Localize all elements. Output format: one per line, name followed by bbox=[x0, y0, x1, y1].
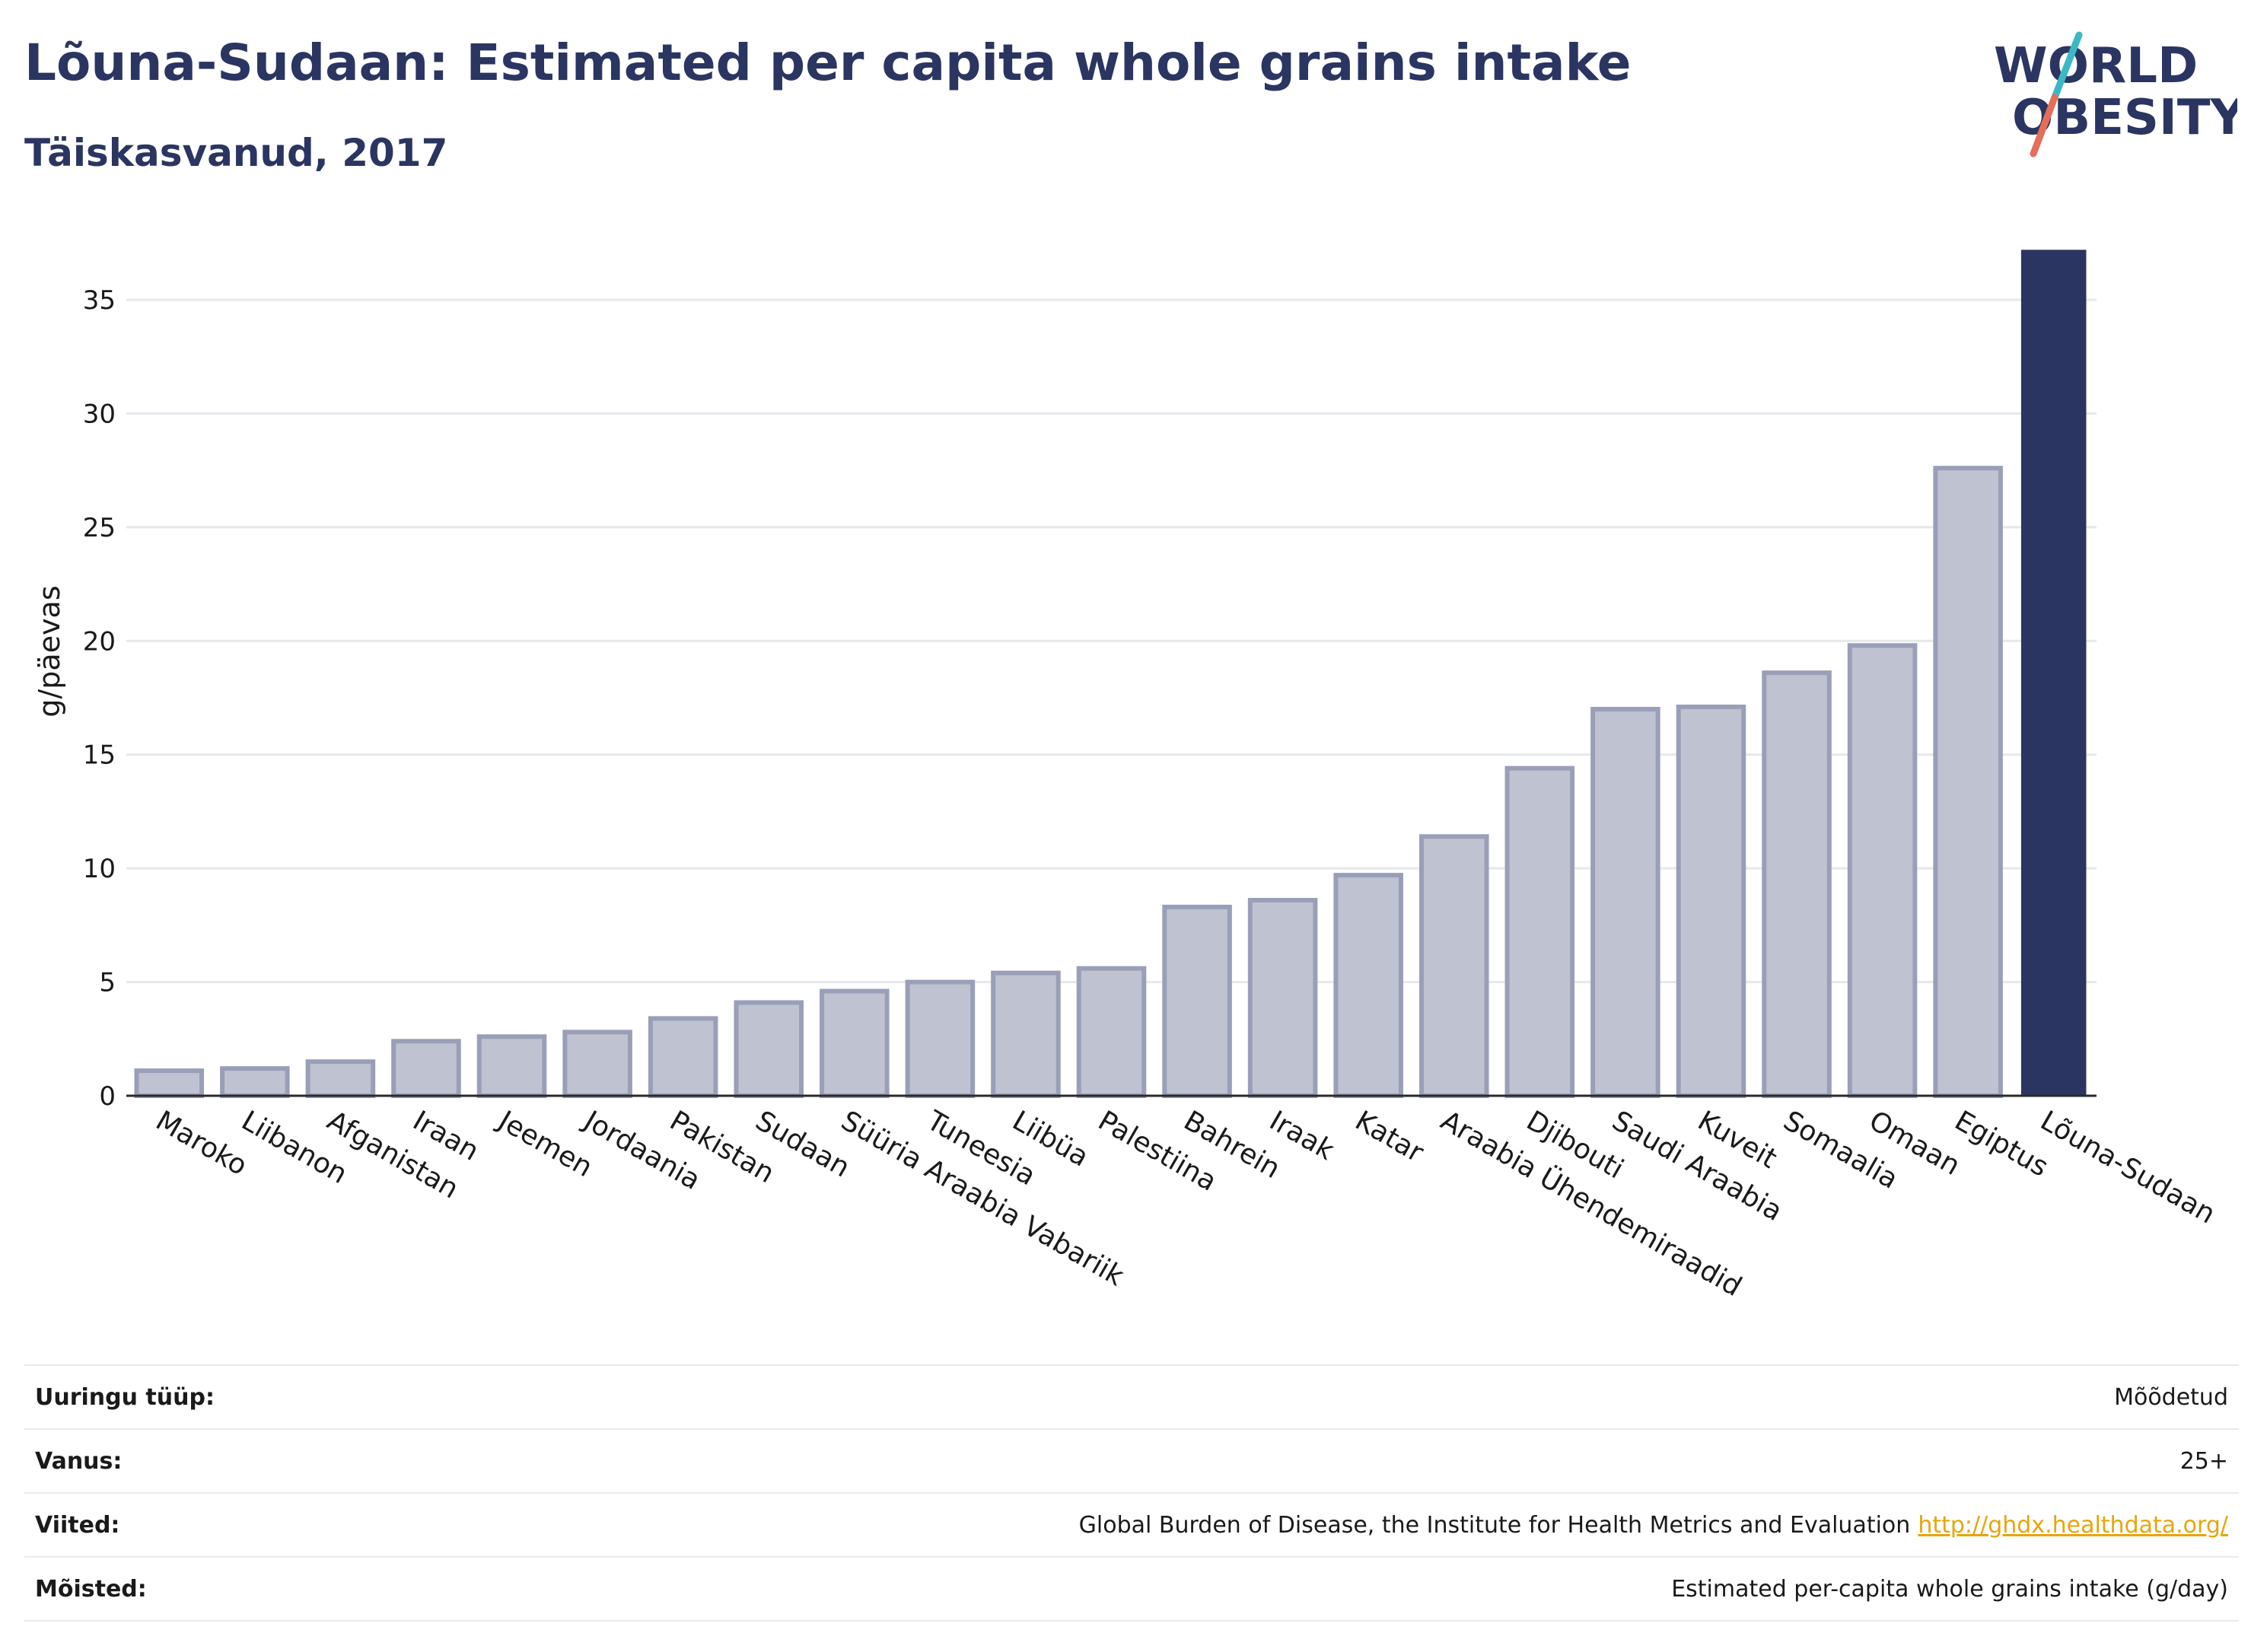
info-label: Uuringu tüüp: bbox=[35, 1383, 215, 1411]
bar-djibouti[interactable] bbox=[1504, 766, 1575, 1098]
bar-maroko[interactable] bbox=[134, 1068, 205, 1099]
y-tick-label: 20 bbox=[83, 626, 116, 657]
logo-line1: WORLD bbox=[1994, 38, 2198, 94]
info-table: Uuringu tüüp: Mõõdetud Vanus: 25+ Viited… bbox=[24, 1364, 2239, 1622]
logo-slash-teal bbox=[2051, 31, 2083, 101]
bar-chart: 0 5 10 15 20 25 30 35 MarokoLiibanonAfganistanI… bbox=[33, 250, 2221, 1303]
bar-liibanon[interactable] bbox=[220, 1066, 290, 1098]
y-axis-label: g/päevas bbox=[33, 585, 66, 717]
bar-saudi-araabia[interactable] bbox=[1590, 706, 1660, 1098]
info-label: Vanus: bbox=[35, 1447, 123, 1475]
bar-egiptus[interactable] bbox=[1933, 466, 2003, 1098]
y-axis-ticks: 0 5 10 15 20 25 30 35 bbox=[83, 285, 116, 1112]
world-obesity-logo: WORLD OBESITY bbox=[1994, 31, 2237, 158]
x-tick-label: Lõuna-Sudaan bbox=[2035, 1105, 2221, 1230]
y-tick-label: 25 bbox=[83, 513, 116, 543]
chart-title: Lõuna-Sudaan: Estimated per capita whole… bbox=[24, 33, 1632, 92]
info-label: Mõisted: bbox=[35, 1575, 147, 1603]
info-value: 25+ bbox=[2179, 1447, 2228, 1475]
info-value: Estimated per-capita whole grains intake… bbox=[1671, 1575, 2228, 1603]
y-tick-label: 0 bbox=[99, 1081, 116, 1112]
x-tick-label: Katar bbox=[1350, 1105, 1429, 1169]
y-tick-label: 5 bbox=[99, 968, 116, 998]
bar-jordaania[interactable] bbox=[562, 1030, 632, 1098]
reference-text: Global Burden of Disease, the Institute … bbox=[1078, 1511, 1911, 1539]
info-row-survey-type: Uuringu tüüp: Mõõdetud bbox=[24, 1364, 2239, 1428]
bars bbox=[134, 250, 2087, 1099]
bar-afganistan[interactable] bbox=[305, 1059, 376, 1098]
info-row-age: Vanus: 25+ bbox=[24, 1428, 2239, 1492]
bar-kuveit[interactable] bbox=[1676, 704, 1746, 1098]
info-label: Viited: bbox=[35, 1511, 120, 1539]
bar-iraak[interactable] bbox=[1247, 897, 1318, 1099]
y-tick-label: 30 bbox=[83, 399, 116, 429]
reference-link[interactable]: http://ghdx.healthdata.org/ bbox=[1918, 1511, 2228, 1539]
y-tick-label: 10 bbox=[83, 854, 116, 884]
y-tick-label: 15 bbox=[83, 740, 116, 771]
x-tick-label: Egiptus bbox=[1950, 1105, 2054, 1183]
bar-lõuna-sudaan[interactable] bbox=[2020, 250, 2087, 1096]
info-row-definitions: Mõisted: Estimated per-capita whole grai… bbox=[24, 1556, 2239, 1622]
bar-liibüa[interactable] bbox=[991, 970, 1061, 1099]
bar-tuneesia[interactable] bbox=[905, 979, 976, 1098]
bar-pakistan[interactable] bbox=[648, 1016, 718, 1098]
bar-bahrein[interactable] bbox=[1162, 904, 1232, 1099]
bar-somaalia[interactable] bbox=[1762, 670, 1832, 1098]
bar-iraan[interactable] bbox=[391, 1039, 461, 1099]
x-tick-label: Maroko bbox=[151, 1105, 253, 1182]
info-value: Mõõdetud bbox=[2114, 1383, 2228, 1411]
bar-sudaan[interactable] bbox=[734, 1000, 804, 1099]
bar-katar[interactable] bbox=[1333, 873, 1403, 1098]
bar-araabia-ühendemiraadid[interactable] bbox=[1418, 834, 1489, 1098]
bar-palestiina[interactable] bbox=[1076, 966, 1147, 1099]
chart-subtitle: Täiskasvanud, 2017 bbox=[24, 131, 448, 175]
x-tick-label: Jeemen bbox=[492, 1104, 597, 1183]
logo-slash-coral bbox=[2030, 94, 2058, 158]
bar-jeemen[interactable] bbox=[476, 1034, 547, 1098]
bar-omaan[interactable] bbox=[1847, 643, 1918, 1098]
info-value: Global Burden of Disease, the Institute … bbox=[1079, 1512, 2239, 1539]
info-row-references: Viited: Global Burden of Disease, the In… bbox=[24, 1492, 2239, 1556]
y-tick-label: 35 bbox=[83, 285, 116, 316]
bar-süüria-araabia-vabariik[interactable] bbox=[820, 988, 890, 1099]
